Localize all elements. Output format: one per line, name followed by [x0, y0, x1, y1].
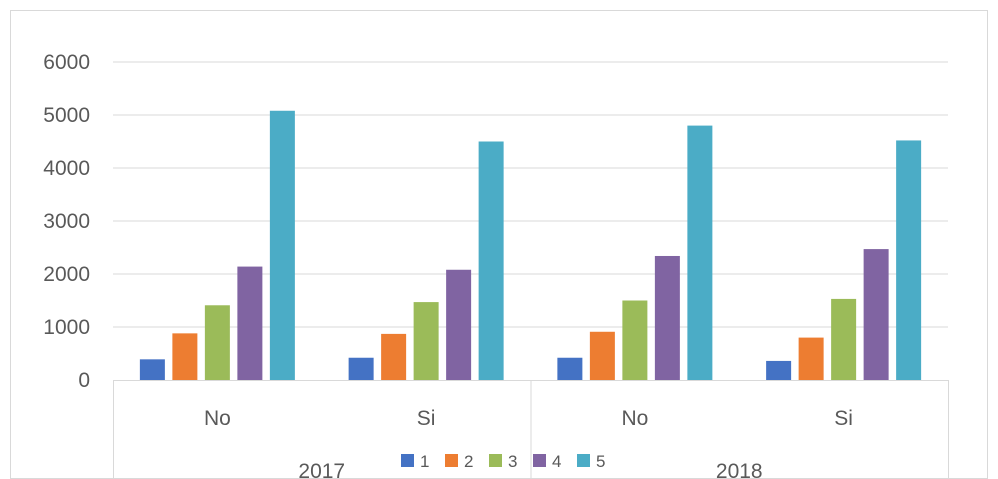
- bar-series-3: [413, 302, 439, 380]
- x-category-label: Si: [417, 407, 436, 430]
- x-group-label: 2018: [716, 460, 763, 479]
- bar-series-1: [348, 357, 374, 380]
- bar-series-4: [237, 266, 263, 380]
- bar-series-5: [269, 110, 295, 380]
- bar-series-1: [139, 359, 165, 380]
- bar-series-4: [654, 255, 680, 380]
- bar-series-5: [687, 125, 713, 380]
- legend-label: 5: [596, 452, 605, 471]
- legend-swatch: [445, 454, 458, 467]
- bar-series-2: [172, 333, 198, 380]
- y-tick-label: 5000: [43, 104, 90, 127]
- y-tick-label: 1000: [43, 316, 90, 339]
- bar-series-4: [446, 269, 472, 380]
- x-axis-categories: No Si No Si 2017 2018: [204, 407, 853, 479]
- bar-series-2: [381, 333, 407, 380]
- legend-label: 3: [508, 452, 517, 471]
- bars: [139, 110, 922, 380]
- x-category-label: No: [621, 407, 648, 430]
- legend-label: 2: [464, 452, 473, 471]
- y-tick-label: 0: [78, 369, 90, 392]
- y-tick-label: 6000: [43, 51, 90, 74]
- bar-series-1: [766, 360, 792, 380]
- bar-series-3: [622, 300, 648, 380]
- bar-series-5: [478, 141, 504, 380]
- legend-swatch: [533, 454, 546, 467]
- legend-label: 1: [420, 452, 429, 471]
- y-tick-label: 4000: [43, 157, 90, 180]
- x-category-label: Si: [834, 407, 853, 430]
- legend: 1 2 3 4 5: [401, 452, 605, 471]
- x-axis: [113, 380, 949, 479]
- legend-swatch: [489, 454, 502, 467]
- bar-series-2: [798, 337, 824, 380]
- y-tick-label: 2000: [43, 263, 90, 286]
- bar-series-3: [204, 305, 230, 380]
- y-axis-ticks: 0 1000 2000 3000 4000 5000 6000: [43, 51, 90, 392]
- bar-series-2: [589, 331, 615, 380]
- bar-series-1: [557, 357, 583, 380]
- legend-swatch: [401, 454, 414, 467]
- y-tick-label: 3000: [43, 210, 90, 233]
- bar-series-3: [831, 298, 857, 380]
- legend-label: 4: [552, 452, 561, 471]
- x-category-label: No: [204, 407, 231, 430]
- bar-series-5: [896, 140, 922, 380]
- bar-series-4: [863, 249, 889, 380]
- legend-swatch: [577, 454, 590, 467]
- x-group-label: 2017: [298, 460, 345, 479]
